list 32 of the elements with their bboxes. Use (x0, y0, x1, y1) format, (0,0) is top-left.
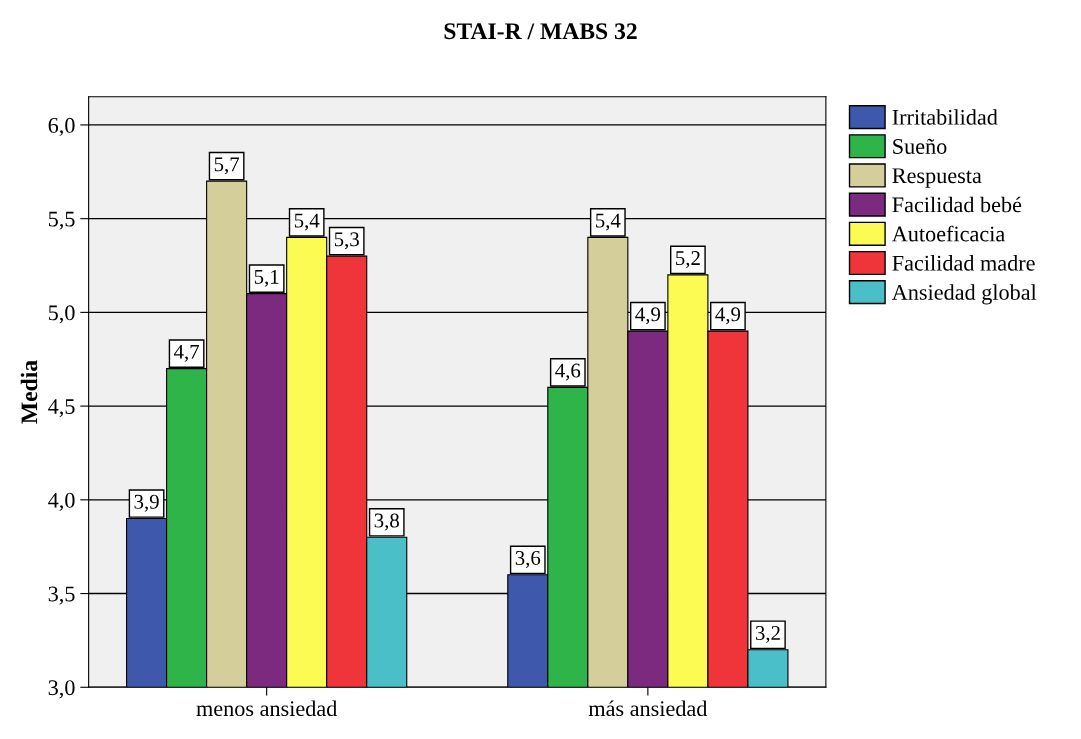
data-label: 3,2 (755, 625, 780, 643)
y-tick-label: 3,0 (48, 680, 75, 699)
data-label: 5,3 (334, 232, 359, 250)
legend-label: Facilidad bebé (892, 196, 1022, 213)
data-label: 5,2 (676, 251, 700, 269)
y-tick-label: 3,5 (48, 586, 75, 605)
legend-label: Irritabilidad (892, 109, 998, 125)
legend-label: Autoeficacia (891, 225, 1005, 242)
data-label: 5,4 (294, 213, 320, 231)
data-label: 3,9 (134, 494, 159, 512)
data-label: 5,4 (596, 213, 621, 231)
legend-label: Respuesta (892, 168, 982, 188)
chart-title: STAI-R / MABS 32 (444, 23, 637, 40)
y-tick-label: 5,5 (48, 211, 75, 230)
y-tick-label: 4,5 (48, 399, 75, 418)
data-label: 4,7 (174, 344, 200, 362)
data-label: 5,7 (214, 157, 240, 175)
y-tick-label: 5,0 (48, 305, 75, 324)
legend-label: Facilidad madre (892, 255, 1035, 271)
y-axis-title: Media (20, 360, 38, 424)
data-label: 5,1 (254, 269, 279, 287)
legend-label: Ansiedad global (891, 284, 1037, 305)
data-label: 4,9 (635, 307, 661, 325)
y-tick-label: 6,0 (48, 117, 75, 137)
data-label: 4,9 (715, 307, 741, 325)
data-label: 3,6 (515, 551, 541, 569)
legend-label: Sueño (893, 138, 947, 154)
y-tick-label: 4,0 (48, 492, 75, 511)
x-tick-label: más ansiedad (588, 700, 708, 717)
data-label: 3,8 (374, 513, 399, 531)
x-tick-label: menos ansiedad (196, 700, 338, 717)
data-label: 4,6 (555, 363, 581, 381)
